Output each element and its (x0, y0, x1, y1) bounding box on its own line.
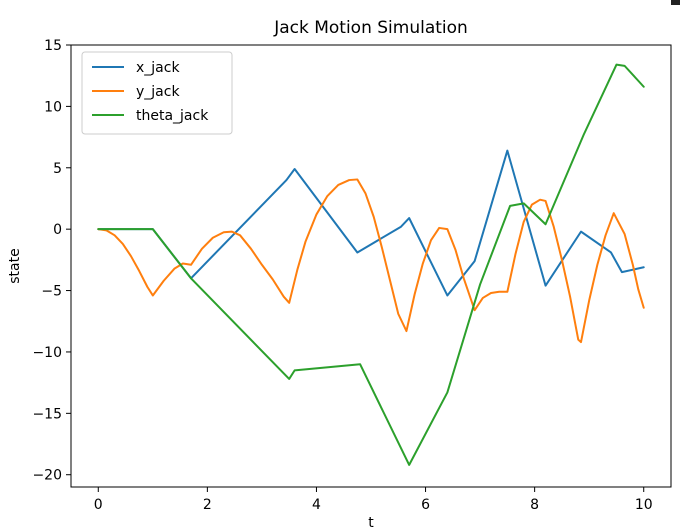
series-line-x-jack (97, 149, 645, 297)
series-line-theta-jack (97, 63, 645, 466)
x-axis-title: t (368, 515, 374, 529)
legend-box (81, 51, 233, 135)
legend: x_jack y_jack theta_jack (81, 51, 233, 135)
x-tick-label: 2 (203, 497, 212, 513)
y-axis-title: state (7, 248, 23, 283)
chart-title: Jack Motion Simulation (273, 18, 468, 38)
legend-label-y-jack: y_jack (136, 84, 180, 100)
x-tick-label: 10 (635, 497, 653, 513)
series-line-y-jack (97, 178, 645, 344)
y-tick-label: −15 (32, 406, 62, 422)
plot-area-frame (70, 44, 672, 488)
x-axis: 0 2 4 6 8 10 (94, 487, 653, 513)
y-tick-label: −10 (32, 345, 62, 361)
x-tick-label: 8 (530, 497, 539, 513)
y-tick-label: 5 (53, 161, 62, 177)
window-corner-mark (671, 0, 680, 5)
legend-label-x-jack: x_jack (136, 60, 180, 76)
x-tick-label: 6 (421, 497, 430, 513)
legend-label-theta-jack: theta_jack (136, 108, 209, 124)
y-tick-label: −20 (32, 468, 62, 484)
y-tick-label: −5 (41, 284, 62, 300)
y-tick-label: 0 (53, 222, 62, 238)
x-tick-label: 4 (312, 497, 321, 513)
y-tick-label: 15 (44, 38, 62, 54)
y-tick-label: 10 (44, 99, 62, 115)
y-axis: −20 −15 −10 −5 0 5 10 15 (32, 38, 71, 484)
series-layer (97, 63, 645, 466)
x-tick-label: 0 (94, 497, 103, 513)
